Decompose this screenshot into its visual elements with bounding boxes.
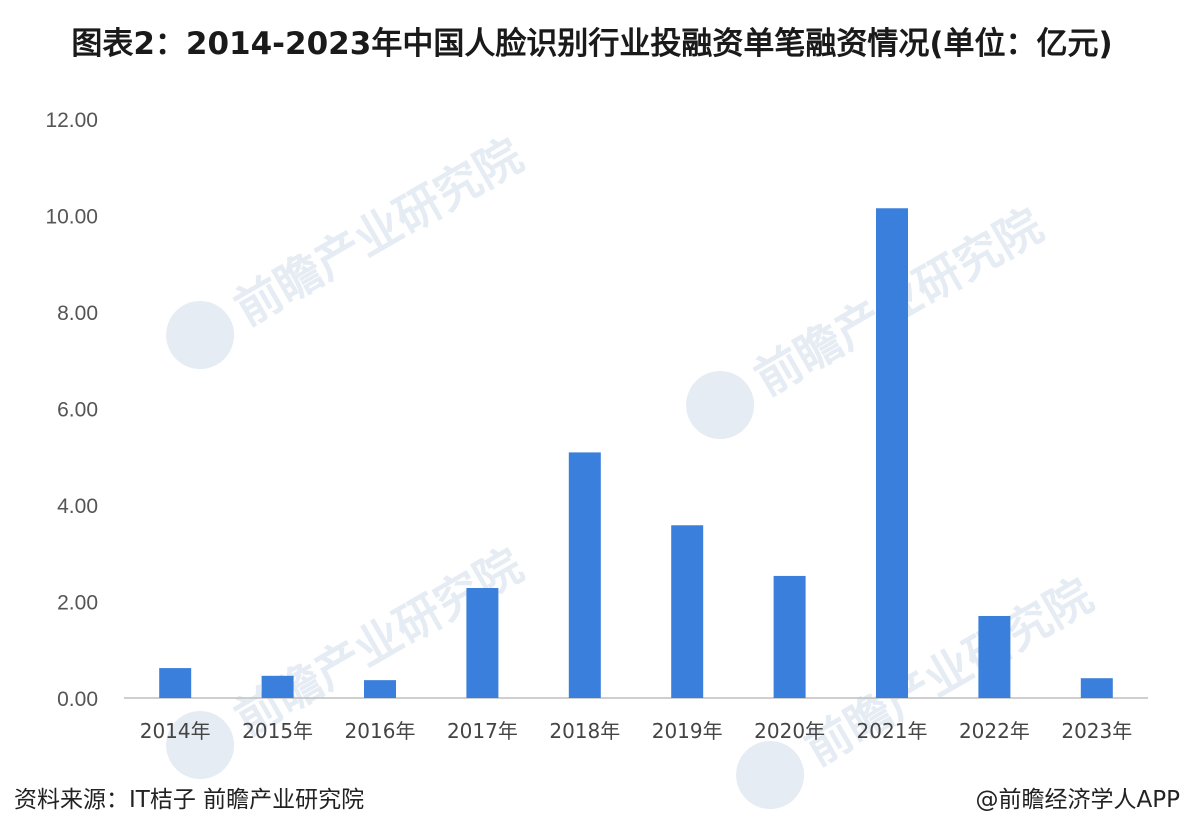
watermark-mark: 前瞻产业研究院 bbox=[686, 198, 1051, 439]
credit-note: @前瞻经济学人APP bbox=[975, 787, 1180, 813]
y-tick-label: 6.00 bbox=[57, 399, 98, 422]
bar bbox=[773, 575, 806, 698]
watermark-logo bbox=[736, 741, 805, 809]
watermark-text: 前瞻产业研究院 bbox=[796, 568, 1102, 776]
bar bbox=[876, 208, 908, 698]
x-tick-label: 2022年 bbox=[959, 719, 1030, 743]
watermark-text: 前瞻产业研究院 bbox=[226, 128, 532, 336]
y-tick-label: 2.00 bbox=[57, 592, 98, 615]
y-tick-label: 10.00 bbox=[45, 206, 98, 229]
x-tick-label: 2018年 bbox=[549, 719, 620, 743]
x-tick-label: 2017年 bbox=[447, 719, 518, 743]
watermark-logo bbox=[166, 301, 235, 369]
bar bbox=[159, 668, 192, 698]
y-tick-label: 4.00 bbox=[57, 495, 98, 518]
y-tick-label: 8.00 bbox=[57, 302, 98, 325]
bar bbox=[1080, 678, 1113, 698]
x-tick-label: 2019年 bbox=[652, 719, 723, 743]
y-axis-ticks: 0.00 2.00 4.00 6.00 8.00 10.00 12.00 bbox=[45, 109, 98, 711]
x-tick-label: 2016年 bbox=[345, 719, 416, 743]
bar bbox=[466, 587, 499, 698]
x-tick-label: 2020年 bbox=[754, 719, 825, 743]
y-tick-label: 12.00 bbox=[45, 109, 98, 132]
x-tick-label: 2021年 bbox=[857, 719, 928, 743]
bar bbox=[671, 525, 704, 698]
bar bbox=[364, 680, 396, 698]
watermark-mark: 前瞻产业研究院 bbox=[166, 128, 532, 369]
source-note: 资料来源：IT桔子 前瞻产业研究院 bbox=[14, 787, 365, 813]
y-tick-label: 0.00 bbox=[57, 688, 98, 711]
watermark-logo bbox=[686, 371, 755, 439]
bars bbox=[159, 208, 1113, 698]
watermark-layer: 前瞻产业研究院前瞻产业研究院前瞻产业研究院前瞻产业研究院 bbox=[166, 128, 1102, 809]
x-tick-label: 2015年 bbox=[242, 719, 313, 743]
x-axis-ticks: 2014年 2015年 2016年 2017年 2018年 2019年 2020年 2021年… bbox=[140, 719, 1133, 743]
watermark-logo bbox=[166, 711, 235, 779]
x-tick-label: 2014年 bbox=[140, 719, 211, 743]
bar bbox=[261, 675, 294, 698]
chart-title: 图表2：2014-2023年中国人脸识别行业投融资单笔融资情况(单位：亿元) bbox=[71, 26, 1113, 62]
bar bbox=[568, 452, 601, 698]
bar bbox=[978, 615, 1011, 698]
x-tick-label: 2023年 bbox=[1061, 719, 1132, 743]
